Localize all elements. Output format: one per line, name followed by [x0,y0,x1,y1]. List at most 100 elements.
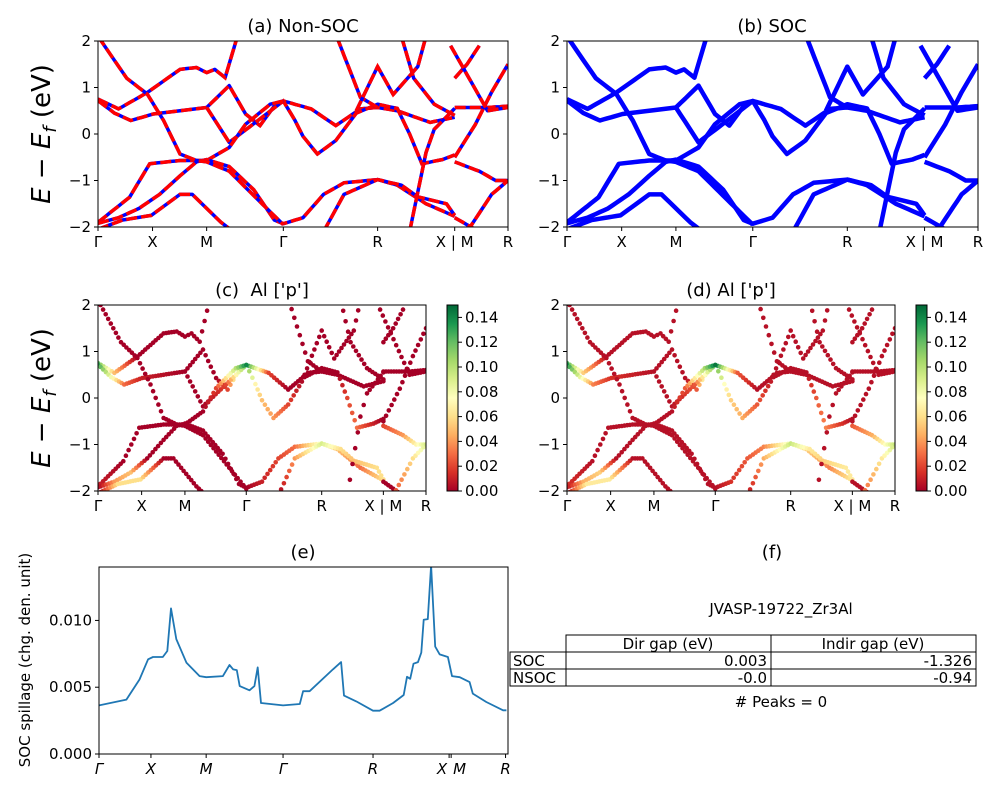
band-point [713,362,718,368]
band-point [862,321,867,326]
band-point [397,386,403,392]
band-point [622,395,627,401]
x-tick-label: X [145,760,157,778]
band-point [393,342,399,348]
band-line-nonsoc [454,160,508,183]
band-point [671,318,676,324]
band-point [866,386,872,392]
band-point [813,338,818,344]
band-point [339,345,344,351]
band-point [393,488,399,491]
band-point [811,389,817,394]
band-point [326,345,332,350]
band-point [353,348,359,354]
colorbar-tick-label: 0.10 [465,358,498,376]
colorbar-tick-label: 0.14 [934,308,967,326]
band-point [205,358,211,364]
band-point [203,436,208,441]
band-line-nonsoc [98,99,284,224]
band-line [567,41,708,112]
band-point [262,402,268,408]
band-point [300,341,305,347]
x-tick-label: Γ [563,497,572,515]
band-line [793,177,927,227]
band-point [820,344,825,349]
band-point [418,337,424,342]
x-tick-label: X | M [906,233,944,251]
panel-b-title: (b) SOC [737,16,806,37]
band-line [823,41,897,112]
band-point [289,462,295,467]
band-point [198,399,203,404]
band-point [892,442,895,447]
band-point [200,409,206,414]
band-point [809,308,815,314]
band-point [238,479,243,485]
band-line-nonsoc [453,216,475,227]
band-point [656,379,662,384]
x-tick-label: Γ [94,497,103,515]
band-point [614,376,620,382]
band-point [123,453,129,459]
band-point [650,468,655,474]
band-point [150,450,155,455]
band-line-nonsoc [99,41,285,226]
y-tick-label: −2 [69,482,91,500]
band-point [171,456,176,461]
band-point [869,379,874,385]
band-point [816,403,821,408]
band-point [668,488,673,491]
band-point [351,344,356,349]
band-line-nonsoc [408,107,456,227]
band-point [719,375,724,381]
band-point [844,377,850,382]
axes-frame [97,40,509,228]
y-tick-label: −1 [538,436,560,454]
band-point [341,342,347,347]
band-point [731,475,736,481]
band-point [96,298,101,303]
table-col-dir-gap: Dir gap (eV) [623,635,714,653]
table-cell: 0.003 [724,652,767,670]
band-point [199,488,204,491]
band-point [809,382,814,388]
band-point [198,350,203,356]
band-point [673,308,679,314]
band-point [756,468,761,474]
band-point [361,402,367,408]
band-point [827,298,832,303]
band-point [267,467,273,473]
band-point [307,359,312,365]
band-point [882,348,887,353]
band-line [923,215,946,227]
band-point [754,402,760,407]
band-point [131,436,137,442]
band-point [726,392,732,398]
band-point [423,442,426,447]
band-point [134,431,139,436]
band-point [213,375,219,381]
band-point [816,477,822,483]
band-line [567,192,701,227]
band-point [704,475,709,481]
band-point [661,356,667,362]
band-point [664,353,670,359]
band-point [226,465,232,471]
band-point [862,488,868,491]
plot-area [98,41,508,227]
band-point [728,479,734,485]
band-point [331,356,337,361]
band-point [810,342,816,347]
band-point [350,461,355,467]
band-point [302,350,308,355]
band-line [923,159,978,183]
band-point [868,477,873,483]
band-point [186,474,191,480]
band-point [873,366,879,372]
band-line [922,44,952,80]
x-tick-label: R [368,760,378,778]
band-point [225,387,230,392]
x-tick-label: Γ [94,233,103,251]
band-point [153,395,158,401]
band-line [805,41,849,110]
